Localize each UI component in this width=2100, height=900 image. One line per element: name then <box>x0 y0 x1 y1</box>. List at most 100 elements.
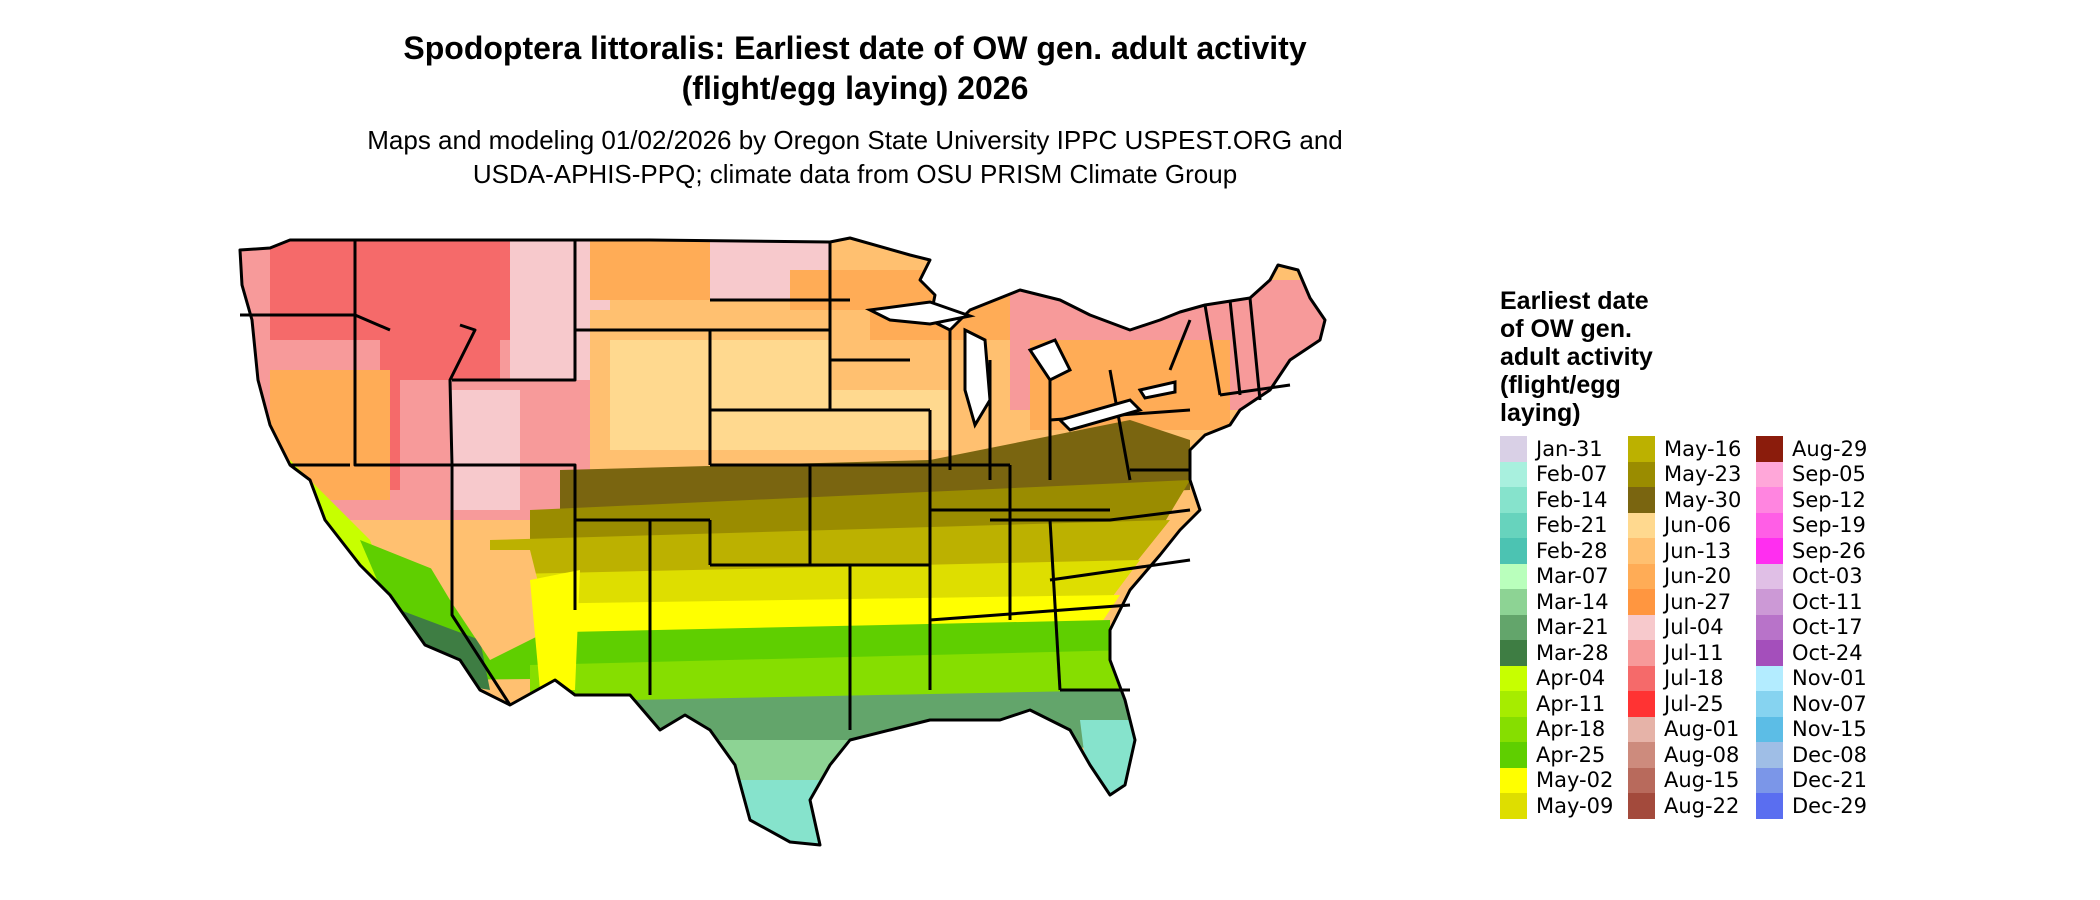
legend-title-line: Earliest date <box>1500 287 1649 315</box>
map-subtitle-line-2: USDA-APHIS-PPQ; climate data from OSU PR… <box>472 159 1238 189</box>
legend-swatch <box>1756 614 1783 640</box>
legend-swatch <box>1500 742 1527 768</box>
legend-swatch <box>1628 640 1655 666</box>
legend-label: Sep-05 <box>1792 462 1866 487</box>
legend-label: Feb-14 <box>1536 487 1608 512</box>
legend-item: Aug-01 <box>1628 716 1739 742</box>
legend-swatch <box>1500 665 1527 691</box>
legend-label: Jun-06 <box>1664 513 1732 538</box>
legend-label: Feb-21 <box>1536 513 1608 538</box>
legend-label: Nov-01 <box>1792 666 1867 691</box>
legend-label: Apr-11 <box>1536 691 1606 716</box>
legend-label: Aug-08 <box>1664 742 1740 767</box>
map-title: Spodoptera littoralis: Earliest date of … <box>40 28 1670 108</box>
legend-label: May-02 <box>1536 768 1614 793</box>
map-title-line-1: Spodoptera littoralis: Earliest date of … <box>403 30 1307 66</box>
legend-label: Jul-18 <box>1664 666 1724 691</box>
legend-item: May-30 <box>1628 487 1741 513</box>
legend-label: Jun-13 <box>1664 538 1732 563</box>
legend-label: Jul-04 <box>1664 615 1724 640</box>
legend-label: Jan-31 <box>1536 436 1603 461</box>
legend-item: Aug-22 <box>1628 793 1739 819</box>
legend-swatch <box>1756 512 1783 538</box>
legend-swatch <box>1500 640 1527 666</box>
legend-swatch <box>1628 563 1655 589</box>
legend-label: Jun-27 <box>1664 589 1732 614</box>
legend-label: Mar-14 <box>1536 589 1609 614</box>
legend-swatch <box>1628 793 1655 819</box>
legend-item: Mar-14 <box>1500 589 1609 615</box>
legend-swatch <box>1756 691 1783 717</box>
legend-swatch <box>1500 614 1527 640</box>
legend-item: Aug-15 <box>1628 767 1739 793</box>
legend-label: Mar-28 <box>1536 640 1609 665</box>
legend-item: Apr-25 <box>1500 742 1605 768</box>
legend-item: Nov-07 <box>1756 691 1867 717</box>
legend-item: Apr-11 <box>1500 691 1605 717</box>
legend-item: Sep-05 <box>1756 461 1866 487</box>
legend-label: Mar-21 <box>1536 615 1609 640</box>
legend-swatch <box>1628 614 1655 640</box>
legend-swatch <box>1628 767 1655 793</box>
legend-swatch <box>1756 767 1783 793</box>
legend-swatch <box>1500 793 1527 819</box>
legend-label: Sep-19 <box>1792 513 1866 538</box>
legend-swatch <box>1756 563 1783 589</box>
legend-item: Mar-28 <box>1500 640 1609 666</box>
legend-item: Jun-27 <box>1628 589 1731 615</box>
legend-label: Aug-22 <box>1664 793 1740 818</box>
legend-swatch <box>1756 461 1783 487</box>
legend-label: Mar-07 <box>1536 564 1609 589</box>
legend-swatch <box>1628 436 1655 462</box>
legend-label: Dec-08 <box>1792 742 1867 767</box>
legend-swatch <box>1500 691 1527 717</box>
legend-item: Oct-03 <box>1756 563 1863 589</box>
legend-label: May-23 <box>1664 462 1742 487</box>
legend-swatch <box>1500 716 1527 742</box>
legend-item: Sep-19 <box>1756 512 1866 538</box>
legend-swatch <box>1628 589 1655 615</box>
legend-item: Dec-29 <box>1756 793 1867 819</box>
legend-swatch <box>1628 538 1655 564</box>
legend-label: May-09 <box>1536 793 1614 818</box>
legend-title-line: adult activity <box>1500 343 1653 371</box>
legend-swatch <box>1756 538 1783 564</box>
legend-item: May-02 <box>1500 767 1614 793</box>
legend-label: Oct-11 <box>1792 589 1863 614</box>
legend-swatch <box>1500 436 1527 462</box>
legend-item: Jul-11 <box>1628 640 1724 666</box>
legend: Jan-31 Feb-07 Feb-14 Feb-21 Feb-28 Mar-07 Mar-… <box>1500 436 2020 826</box>
legend-swatch <box>1500 767 1527 793</box>
legend-item: Feb-07 <box>1500 461 1607 487</box>
legend-item: Feb-14 <box>1500 487 1607 513</box>
legend-label: May-16 <box>1664 436 1742 461</box>
legend-label: Oct-03 <box>1792 564 1863 589</box>
legend-item: Jan-31 <box>1500 436 1603 462</box>
legend-item: Jun-06 <box>1628 512 1732 538</box>
legend-label: Nov-07 <box>1792 691 1867 716</box>
legend-item: Feb-28 <box>1500 538 1607 564</box>
legend-swatch <box>1756 436 1783 462</box>
legend-item: Nov-15 <box>1756 716 1867 742</box>
legend-swatch <box>1628 665 1655 691</box>
legend-title: Earliest date of OW gen. adult activity … <box>1500 287 1710 427</box>
legend-item: Dec-21 <box>1756 767 1867 793</box>
legend-item: Feb-21 <box>1500 512 1608 538</box>
legend-swatch <box>1756 640 1783 666</box>
legend-swatch <box>1756 716 1783 742</box>
legend-label: Sep-12 <box>1792 487 1866 512</box>
legend-item: Nov-01 <box>1756 665 1867 691</box>
legend-label: Apr-18 <box>1536 717 1606 742</box>
legend-item: May-16 <box>1628 436 1741 462</box>
legend-item: Jun-13 <box>1628 538 1731 564</box>
us-map <box>238 236 1327 847</box>
legend-swatch <box>1500 487 1527 513</box>
legend-swatch <box>1628 716 1655 742</box>
legend-item: Aug-29 <box>1756 436 1867 462</box>
legend-label: Sep-26 <box>1792 538 1866 563</box>
legend-item: Mar-07 <box>1500 563 1609 589</box>
legend-item: Apr-04 <box>1500 665 1605 691</box>
legend-title-line: laying) <box>1500 399 1581 427</box>
legend-label: May-30 <box>1664 487 1742 512</box>
legend-item: Jul-18 <box>1628 665 1724 691</box>
